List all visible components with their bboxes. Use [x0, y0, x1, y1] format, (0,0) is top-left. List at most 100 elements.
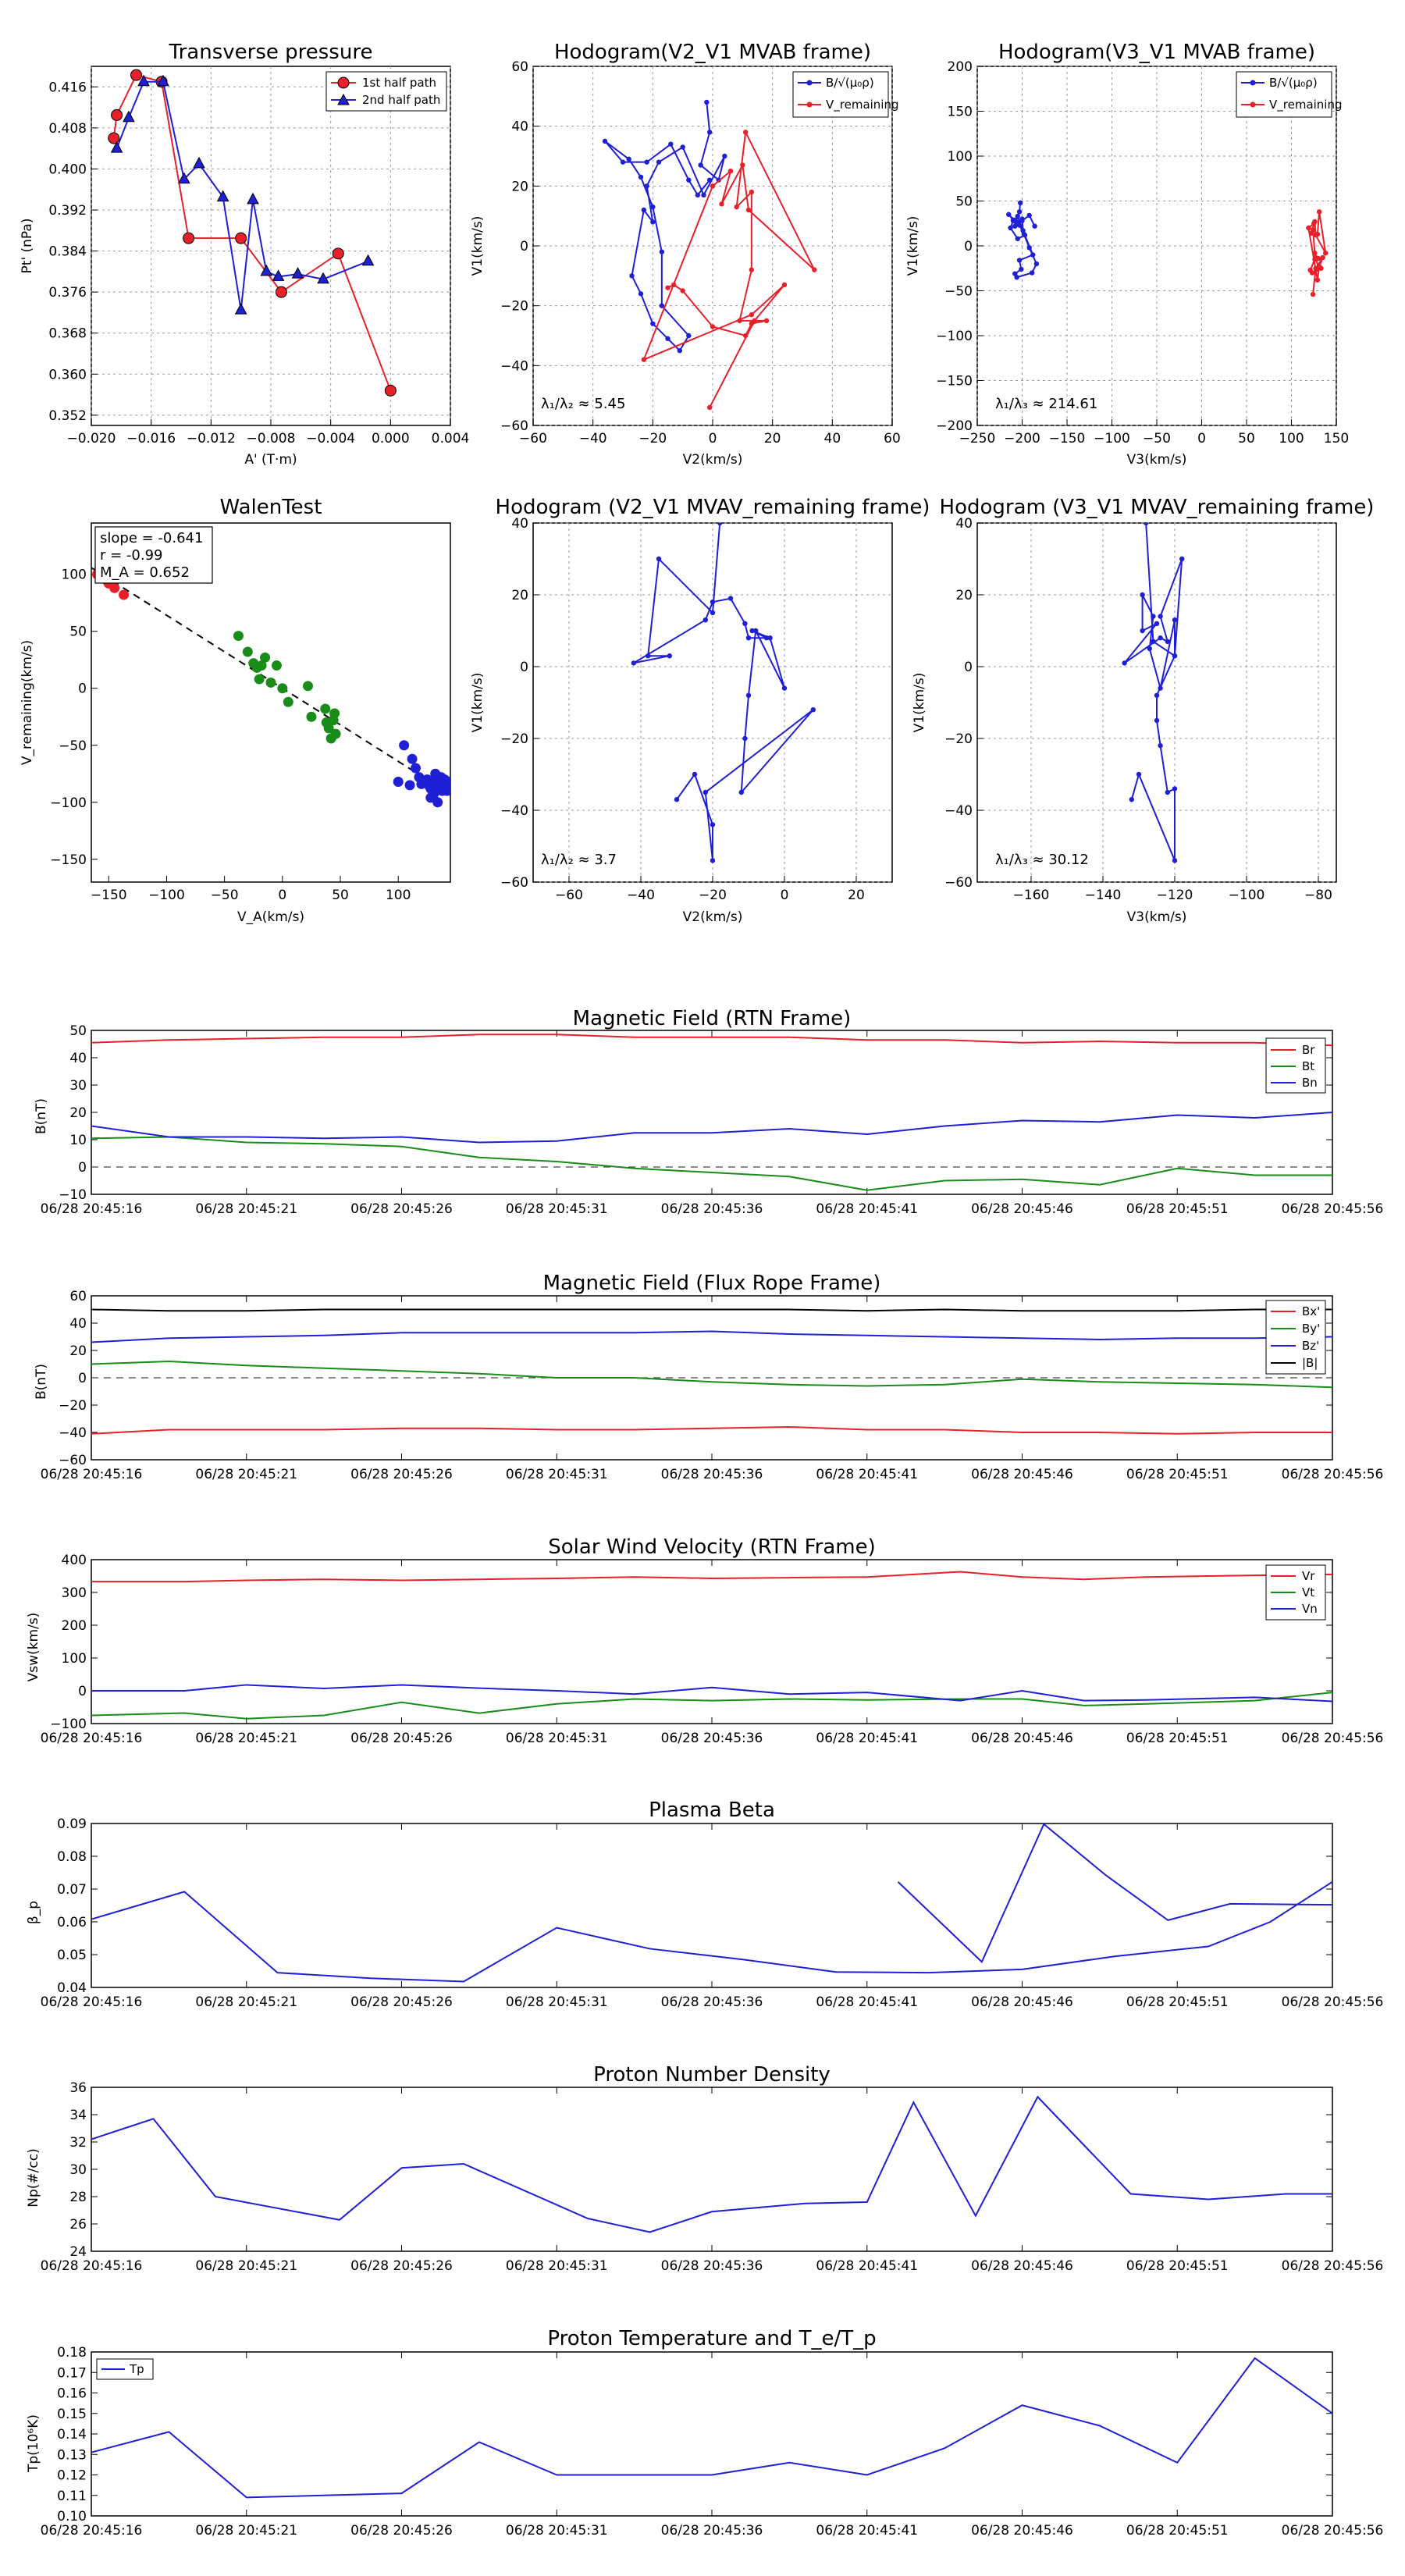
- data-point: [668, 141, 674, 147]
- legend-vn: Vn: [1302, 1602, 1318, 1616]
- y-tick-label: 40: [955, 516, 973, 532]
- data-point: [1314, 277, 1321, 283]
- hodogram-v2v1-mvab-eigen-ratio: λ₁/λ₂ ≈ 5.45: [541, 396, 625, 412]
- time-tick-label: 06/28 20:45:51: [1126, 1994, 1229, 2010]
- time-tick-label: 06/28 20:45:46: [971, 2523, 1073, 2539]
- data-point: [1029, 270, 1035, 276]
- time-tick-label: 06/28 20:45:21: [195, 1201, 297, 1217]
- y-tick-label: 50: [69, 1023, 87, 1039]
- data-point: [686, 333, 692, 339]
- data-point: [1012, 218, 1018, 223]
- x-tick-label: −50: [211, 888, 239, 903]
- x-tick-label: 150: [1324, 431, 1349, 447]
- y-tick-label: −10: [59, 1187, 87, 1203]
- time-tick-label: 06/28 20:45:46: [971, 1467, 1073, 1482]
- y-tick-label: 0.368: [48, 326, 87, 342]
- series-line-Vt: [91, 1692, 1332, 1720]
- time-tick-label: 06/28 20:45:16: [41, 1994, 143, 2010]
- series-line-Vn: [91, 1684, 1332, 1703]
- plot-area: [91, 1034, 1332, 1191]
- time-tick-label: 06/28 20:45:41: [816, 1731, 918, 1746]
- y-tick-label: 36: [69, 2080, 87, 2096]
- data-point: [1158, 685, 1163, 691]
- data-point: [680, 288, 685, 294]
- data-point: [1018, 200, 1023, 205]
- data-point: [1033, 261, 1040, 267]
- data-point: [1179, 556, 1185, 562]
- hodogram-v3v1-mvav-ylabel: V1(km/s): [912, 673, 927, 733]
- data-point: [1016, 209, 1023, 215]
- time-tick-label: 06/28 20:45:56: [1282, 2523, 1384, 2539]
- proton-temperature-legend: Tp: [96, 2358, 154, 2380]
- time-tick-label: 06/28 20:45:21: [195, 1467, 297, 1482]
- time-tick-label: 06/28 20:45:26: [350, 2258, 453, 2274]
- x-tick-label: −0.004: [306, 431, 355, 447]
- data-point: [254, 674, 265, 685]
- plot-area: [108, 69, 397, 397]
- data-point: [710, 183, 716, 189]
- hodogram-v3v1-mvab-panel: Hodogram(V3_V1 MVAB frame) −250 −200 −150−…: [905, 41, 1349, 468]
- data-point: [260, 652, 271, 663]
- x-tick-label: −60: [555, 888, 583, 903]
- hodogram-v3v1-mvab-eigen-ratio: λ₁/λ₃ ≈ 214.61: [995, 396, 1097, 412]
- data-point: [656, 556, 662, 562]
- data-point: [781, 282, 788, 288]
- y-tick-label: −60: [59, 1453, 87, 1468]
- x-tick-label: −50: [1143, 431, 1171, 447]
- hodogram-v2v1-mvab-title: Hodogram(V2_V1 MVAB frame): [554, 41, 871, 64]
- y-tick-label: 32: [69, 2135, 87, 2151]
- legend-b-over-sqrt-2: B/√(μ₀ρ): [1269, 76, 1318, 90]
- y-tick-label: 40: [511, 119, 528, 135]
- data-point: [702, 617, 708, 623]
- proton-density-panel: Proton Number Density 06/28 20:45:16 06/2…: [26, 2063, 1383, 2274]
- y-tick-label: 40: [511, 516, 528, 532]
- hodogram-v3v1-mvav-axes: [976, 522, 1337, 883]
- data-point: [410, 763, 421, 774]
- y-tick-label: 0: [964, 660, 973, 675]
- time-tick-label: 06/28 20:45:51: [1126, 2523, 1229, 2539]
- x-tick-label: −0.016: [126, 431, 176, 447]
- plot-area: [91, 1571, 1332, 1720]
- walen-slope: slope = -0.641: [100, 530, 203, 546]
- time-tick-label: 06/28 20:45:36: [661, 2258, 763, 2274]
- y-tick-label: 28: [69, 2190, 87, 2205]
- time-tick-label: 06/28 20:45:21: [195, 1994, 297, 2010]
- data-point: [626, 156, 631, 162]
- proton-density-title: Proton Number Density: [593, 2063, 831, 2087]
- data-point: [717, 523, 723, 526]
- data-point: [698, 162, 703, 168]
- legend-vt: Vt: [1302, 1585, 1314, 1599]
- data-point: [1323, 251, 1329, 256]
- data-point: [680, 144, 685, 150]
- data-point: [1012, 223, 1018, 229]
- data-point: [123, 110, 135, 123]
- data-point: [638, 174, 644, 180]
- y-tick-label: 0.392: [48, 203, 87, 219]
- y-tick-label: 0.07: [57, 1882, 87, 1898]
- data-point: [110, 141, 123, 153]
- data-point: [650, 204, 656, 210]
- data-point: [631, 660, 636, 666]
- x-tick-label: −0.012: [187, 431, 236, 447]
- magnetic-field-flux-rope-ylabel: B(nT): [34, 1364, 49, 1400]
- walen-fit-line: [91, 567, 450, 795]
- data-point: [137, 74, 150, 87]
- data-point: [361, 254, 375, 266]
- data-point: [749, 628, 755, 634]
- y-tick-label: 0: [520, 660, 528, 675]
- data-point: [1312, 251, 1318, 256]
- time-tick-label: 06/28 20:45:31: [506, 1467, 608, 1482]
- y-tick-label: 0.384: [48, 244, 87, 260]
- y-tick-label: 0: [964, 239, 973, 254]
- data-point: [1014, 275, 1019, 280]
- data-point: [670, 282, 677, 288]
- walen-test-ylabel: V_remaining(km/s): [20, 640, 35, 765]
- x-tick-label: −80: [1304, 888, 1332, 903]
- data-point: [665, 336, 670, 342]
- data-point: [710, 822, 716, 827]
- y-tick-label: 20: [511, 179, 528, 194]
- time-tick-label: 06/28 20:45:36: [661, 1467, 763, 1482]
- hodogram-v3v1-mvab-xlabel: V3(km/s): [1127, 452, 1187, 468]
- data-point: [332, 247, 344, 260]
- data-point: [108, 132, 120, 144]
